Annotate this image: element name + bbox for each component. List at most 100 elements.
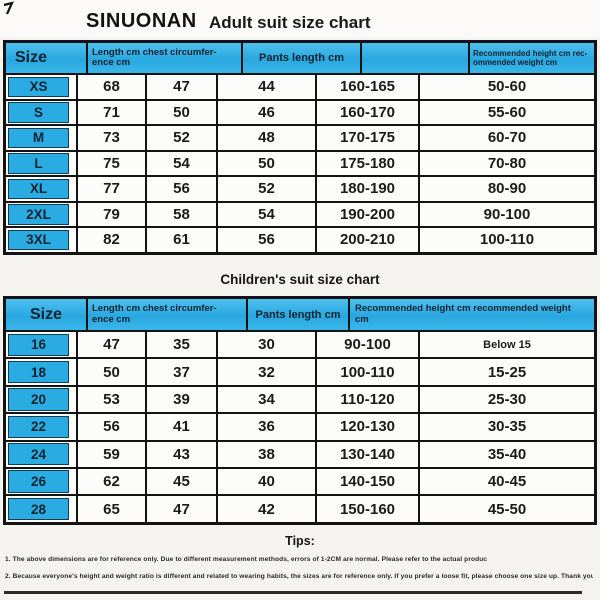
size-badge: 24 xyxy=(8,443,69,466)
cell-length: 56 xyxy=(76,414,145,440)
cell-chest: 43 xyxy=(145,441,216,467)
cell-weight: 80-90 xyxy=(418,177,594,201)
table-row: 16 47 35 30 90-100 Below 15 xyxy=(6,330,594,358)
cell-length: 79 xyxy=(76,202,145,226)
cell-pants: 56 xyxy=(216,228,315,252)
size-cell: 3XL xyxy=(6,228,76,252)
header-length-chest: Length cm chest circumfer- ence cm xyxy=(86,299,246,330)
size-cell: S xyxy=(6,101,76,125)
table-row: 3XL 82 61 56 200-210 100-110 xyxy=(6,226,594,252)
cell-weight: 45-50 xyxy=(418,496,594,522)
adult-size-table: Size Length cm chest circumfer- ence cm … xyxy=(3,40,597,255)
cell-height: 110-120 xyxy=(315,386,418,413)
cell-height: 190-200 xyxy=(315,202,418,226)
cell-chest: 56 xyxy=(145,177,216,201)
size-badge: 20 xyxy=(8,388,69,411)
children-chart-title: Children's suit size chart xyxy=(220,272,380,287)
header-pants-length: Pants length cm xyxy=(246,299,348,330)
children-header-row: Size Length cm chest circumfer- ence cm … xyxy=(6,299,594,330)
tips-title: Tips: xyxy=(285,534,315,548)
table-row: 26 62 45 40 140-150 40-45 xyxy=(6,466,594,495)
header-blank xyxy=(360,43,468,73)
table-row: M 73 52 48 170-175 60-70 xyxy=(6,124,594,150)
cell-weight: Below 15 xyxy=(418,332,594,358)
size-cell: 20 xyxy=(6,387,76,412)
cell-height: 160-165 xyxy=(315,75,418,99)
cell-pants: 36 xyxy=(216,414,315,440)
header-recommended: Recommended height cm recommended weight… xyxy=(348,299,594,330)
size-badge: XS xyxy=(8,76,69,97)
cell-length: 82 xyxy=(76,228,145,252)
table-row: XL 77 56 52 180-190 80-90 xyxy=(6,175,594,201)
cell-length: 59 xyxy=(76,441,145,467)
size-cell: 24 xyxy=(6,442,76,467)
size-cell: XL xyxy=(6,177,76,201)
cell-height: 140-150 xyxy=(315,468,418,495)
cell-length: 68 xyxy=(76,75,145,99)
cell-height: 160-170 xyxy=(315,100,418,124)
cell-chest: 35 xyxy=(145,332,216,358)
size-cell: 16 xyxy=(6,332,76,357)
table-row: 20 53 39 34 110-120 25-30 xyxy=(6,384,594,413)
cell-chest: 52 xyxy=(145,126,216,150)
cell-length: 75 xyxy=(76,151,145,175)
cell-chest: 50 xyxy=(145,100,216,124)
cell-weight: 50-60 xyxy=(418,75,594,99)
size-badge: 28 xyxy=(8,497,69,521)
table-row: S 71 50 46 160-170 55-60 xyxy=(6,98,594,125)
cell-weight: 70-80 xyxy=(418,151,594,175)
cell-height: 120-130 xyxy=(315,414,418,440)
cell-height: 130-140 xyxy=(315,441,418,467)
size-badge: XL xyxy=(8,178,69,199)
bottom-divider xyxy=(4,591,582,594)
table-row: 18 50 37 32 100-110 15-25 xyxy=(6,357,594,385)
cell-pants: 32 xyxy=(216,359,315,385)
header-length-chest: Length cm chest circumfer- ence cm xyxy=(86,43,241,73)
cell-weight: 100-110 xyxy=(418,228,594,252)
cell-chest: 45 xyxy=(145,468,216,495)
size-badge: 16 xyxy=(8,333,69,356)
cell-chest: 61 xyxy=(145,228,216,252)
cell-length: 53 xyxy=(76,386,145,413)
size-badge: L xyxy=(8,153,69,174)
cell-weight: 15-25 xyxy=(418,359,594,385)
cell-length: 73 xyxy=(76,126,145,150)
adult-header-row: Size Length cm chest circumfer- ence cm … xyxy=(6,43,594,73)
cell-height: 150-160 xyxy=(315,496,418,522)
cell-pants: 42 xyxy=(216,496,315,522)
size-cell: L xyxy=(6,152,76,176)
size-cell: XS xyxy=(6,75,76,99)
cell-pants: 46 xyxy=(216,100,315,124)
cell-pants: 48 xyxy=(216,126,315,150)
cell-weight: 30-35 xyxy=(418,414,594,440)
size-badge: 3XL xyxy=(8,229,69,250)
size-badge: 18 xyxy=(8,360,69,384)
size-cell: 18 xyxy=(6,359,76,384)
size-cell: M xyxy=(6,126,76,150)
cell-chest: 37 xyxy=(145,359,216,385)
header-pants-length: Pants length cm xyxy=(241,43,360,73)
cell-chest: 41 xyxy=(145,414,216,440)
size-cell: 28 xyxy=(6,496,76,521)
cell-length: 50 xyxy=(76,359,145,385)
cell-pants: 34 xyxy=(216,386,315,413)
size-badge: 2XL xyxy=(8,204,69,225)
size-badge: M xyxy=(8,127,69,148)
cell-pants: 50 xyxy=(216,151,315,175)
cell-weight: 90-100 xyxy=(418,202,594,226)
cell-height: 90-100 xyxy=(315,332,418,358)
tip-line-1: 1. The above dimensions are for referenc… xyxy=(5,556,487,563)
size-cell: 2XL xyxy=(6,203,76,227)
cell-weight: 35-40 xyxy=(418,441,594,467)
header-size: Size xyxy=(29,305,62,323)
cell-pants: 44 xyxy=(216,75,315,99)
cell-height: 170-175 xyxy=(315,126,418,150)
cell-length: 77 xyxy=(76,177,145,201)
header-size: Size xyxy=(15,49,48,66)
cell-weight: 60-70 xyxy=(418,126,594,150)
cell-weight: 25-30 xyxy=(418,386,594,413)
cell-pants: 52 xyxy=(216,177,315,201)
header-recommended: Recommended height cm rec- ommended weig… xyxy=(468,43,594,73)
cell-length: 71 xyxy=(76,100,145,124)
